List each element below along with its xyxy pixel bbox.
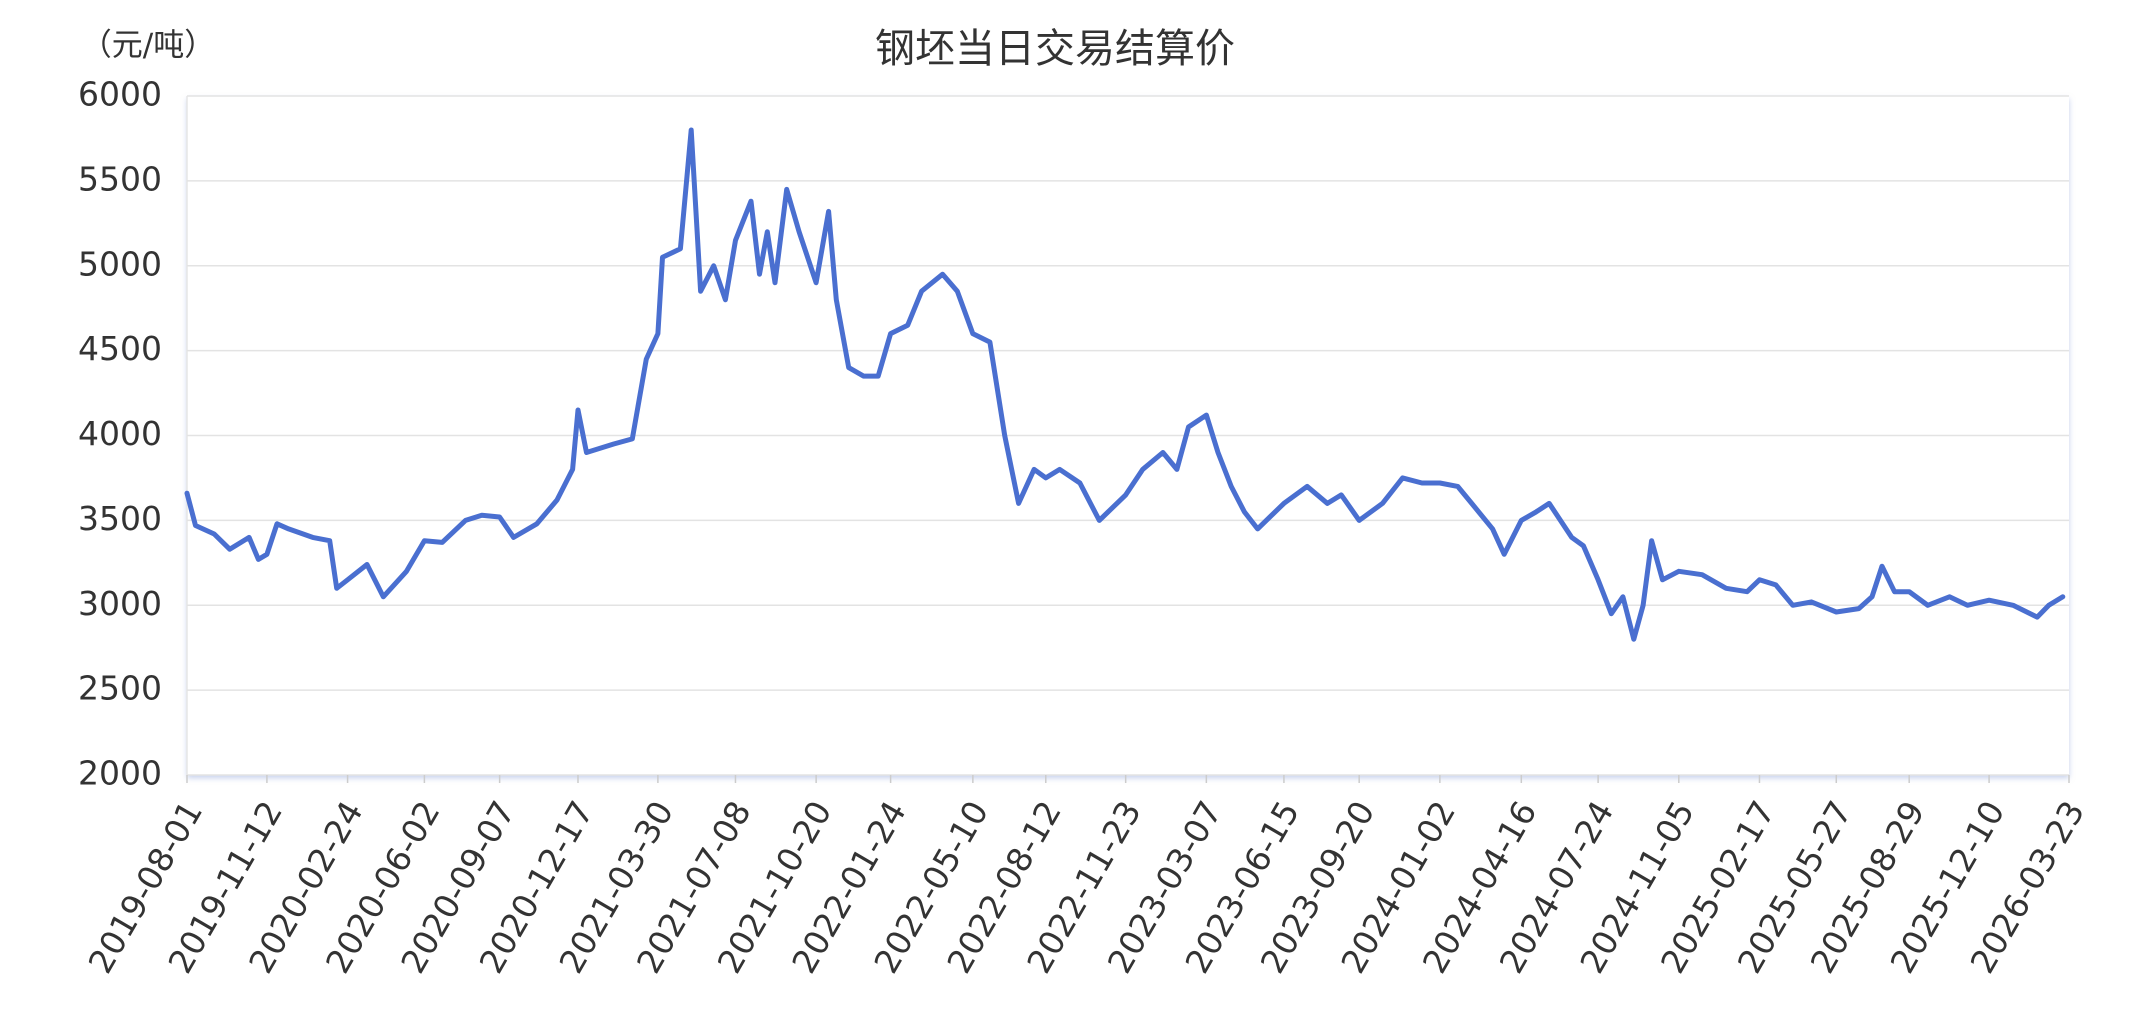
y-tick-label: 4500 [78,329,162,368]
y-tick-label: 3500 [78,499,162,538]
price-line [184,127,2066,642]
y-tick-label: 5500 [78,159,162,198]
y-tick-label: 2500 [78,669,162,708]
y-tick-label: 2000 [78,754,162,793]
y-tick-label: 5000 [78,244,162,283]
y-tick-label: 3000 [78,584,162,623]
y-tick-label: 4000 [78,414,162,453]
y-tick-label: 6000 [78,75,162,114]
chart-title: 钢坯当日交易结算价 [875,26,1235,72]
y-unit: （元/吨） [81,28,215,64]
